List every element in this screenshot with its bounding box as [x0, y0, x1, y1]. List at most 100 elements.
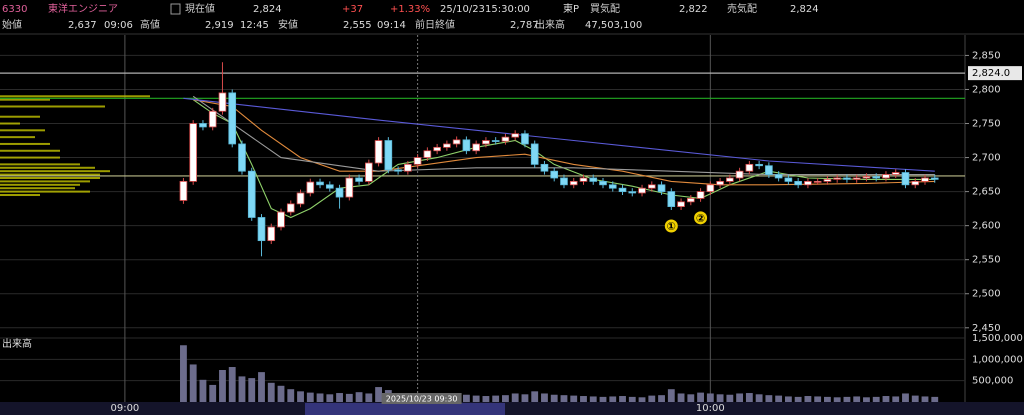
candle-body [286, 203, 295, 213]
candle-body [228, 92, 237, 145]
volume-bar [638, 397, 646, 402]
volume-bar [472, 395, 480, 402]
profile-bar [0, 180, 90, 183]
profile-bar [0, 156, 60, 159]
price-marker [968, 66, 1022, 81]
profile-bar [0, 105, 105, 108]
candle-body [443, 143, 451, 148]
ma-line [193, 99, 935, 186]
candle-body [930, 177, 939, 180]
candle-body [667, 191, 676, 207]
change-pct: +1.33% [390, 4, 430, 15]
candle-body [813, 180, 822, 183]
volume-bar [911, 395, 919, 402]
date: 25/10/23 [440, 4, 485, 15]
volume-bar [755, 394, 763, 402]
volume-bar [180, 345, 187, 402]
candle-body [647, 184, 656, 189]
volume-bar [706, 393, 714, 402]
volume-bar [570, 395, 578, 402]
candle-body [179, 180, 188, 201]
ma-line [183, 97, 935, 172]
candle-body [696, 191, 705, 199]
volume-bar [492, 395, 500, 402]
value: 2,787 [510, 20, 539, 31]
time-strip [0, 402, 1024, 415]
volume-bar [833, 397, 841, 402]
candle-body [511, 133, 520, 138]
candle-body [374, 140, 383, 164]
value: 2,824 [253, 4, 282, 15]
volume-bar [619, 396, 626, 402]
volume-bar [345, 393, 353, 402]
volume-bar [209, 384, 217, 402]
candle-body [784, 177, 793, 182]
volume-bar [306, 392, 314, 402]
candle-body [316, 181, 324, 186]
value: 47,503,100 [585, 20, 642, 31]
candle-body [208, 110, 217, 128]
candle-body [238, 143, 246, 172]
annotation-label: ② [696, 212, 705, 225]
candle-body [716, 180, 724, 186]
profile-bar [0, 176, 100, 179]
candle-body [384, 140, 393, 171]
volume-bar [687, 394, 695, 402]
candle-body [755, 163, 763, 167]
candle-body [521, 133, 529, 145]
profile-bar [0, 170, 110, 173]
value: 2,822 [679, 4, 708, 15]
crosshair-label: 2025/10/23 09:30 [386, 395, 458, 404]
y-tick-label: 2,700 [972, 153, 1001, 164]
candle-body [325, 184, 334, 189]
label: 売気配 [727, 2, 757, 15]
candle-body [628, 191, 637, 194]
profile-bar [0, 183, 80, 186]
volume-bar [794, 396, 802, 402]
candle-body [462, 139, 471, 152]
candle-body [852, 177, 861, 180]
candle-body [735, 170, 744, 179]
candle-body [823, 178, 832, 182]
profile-bar [0, 98, 50, 101]
market: 東P [563, 2, 579, 15]
candle-body [355, 177, 363, 182]
candle-body [482, 140, 490, 145]
candle-body [599, 180, 607, 186]
volume-bar [531, 391, 539, 402]
candle-body [589, 177, 598, 182]
volume-bar [814, 396, 822, 402]
profile-bar [0, 173, 100, 176]
profile-bar [0, 163, 80, 166]
profile-bar [0, 142, 50, 145]
volume-bar [277, 385, 285, 402]
candle-body [569, 180, 578, 186]
value: 2,824 [790, 4, 819, 15]
volume-bar [316, 393, 324, 402]
candle-body [618, 187, 627, 193]
candle-body [452, 139, 461, 145]
volume-bar [287, 389, 295, 402]
candle-body [404, 163, 412, 172]
candle-body [921, 177, 929, 182]
volume-bar [541, 393, 548, 402]
label: 現在値 [185, 2, 215, 15]
volume-bar [521, 394, 529, 402]
volume-bar [267, 382, 275, 402]
candle-body [247, 170, 256, 218]
code: 6330 [2, 4, 27, 15]
candle-body [726, 177, 734, 182]
volume-bar [238, 376, 246, 402]
candle-body [774, 174, 783, 179]
range-highlight[interactable] [305, 403, 505, 415]
candle-body [765, 165, 773, 175]
icon[interactable] [170, 3, 181, 15]
volume-bar [580, 396, 587, 402]
candle-body [794, 180, 802, 186]
candle-body [677, 201, 685, 207]
candle-body [394, 169, 402, 172]
candle-body [472, 143, 480, 152]
price-marker-label: 2,824.0 [972, 68, 1010, 79]
y-tick-label: 2,800 [972, 84, 1001, 95]
candle-body [365, 162, 373, 182]
